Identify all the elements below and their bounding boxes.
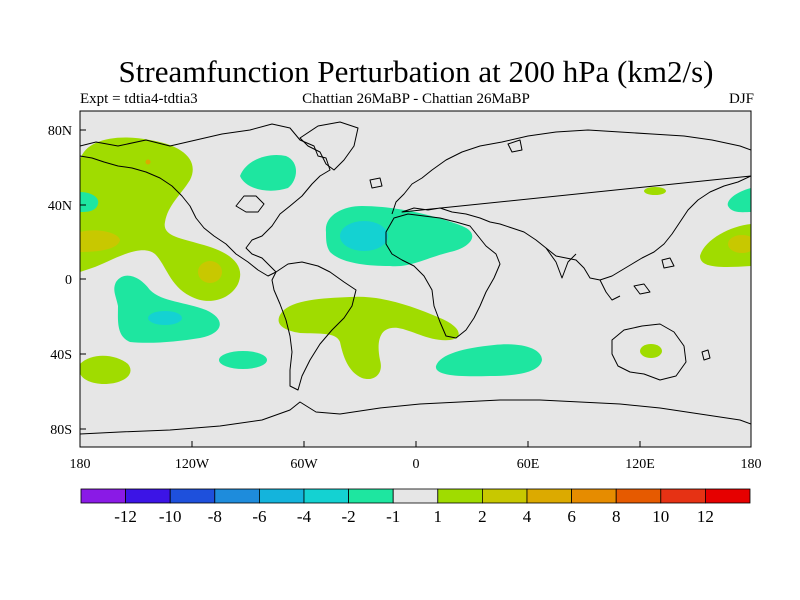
colorbar-label: -2 bbox=[342, 507, 356, 526]
colorbar-swatch bbox=[214, 488, 260, 504]
colorbar-label: 6 bbox=[567, 507, 576, 526]
colorbar-swatch bbox=[303, 488, 349, 504]
colorbar-label: 10 bbox=[652, 507, 669, 526]
negative-region-pacific-edge-east bbox=[727, 188, 751, 213]
longitude-axis: 180 120W 60W 0 60E 120E 180 bbox=[70, 441, 762, 472]
colorbar-swatch bbox=[705, 488, 751, 504]
colorbar-label: -1 bbox=[386, 507, 400, 526]
lon-label-180w: 180 bbox=[70, 457, 91, 472]
colorbar-label: -4 bbox=[297, 507, 312, 526]
positive-core-alaska bbox=[145, 159, 151, 165]
positive-region-west-pacific bbox=[700, 224, 751, 267]
colorbar-label: 4 bbox=[523, 507, 532, 526]
colorbar-label: -6 bbox=[252, 507, 266, 526]
colorbar-label: 1 bbox=[434, 507, 443, 526]
negative-core-north-atlantic bbox=[340, 221, 388, 251]
colorbar: -12 -10 -8 -6 -4 -2 -1 1 2 4 6 8 10 12 bbox=[80, 488, 751, 526]
lon-label-60e: 60E bbox=[517, 457, 540, 472]
negative-region-south-pacific bbox=[114, 275, 220, 343]
positive-region-southeast-pacific bbox=[80, 355, 131, 384]
period-label: Chattian 26MaBP - Chattian 26MaBP bbox=[302, 91, 530, 107]
negative-region-greenland bbox=[240, 154, 296, 191]
contour-fields bbox=[80, 121, 751, 435]
lon-label-120w: 120W bbox=[175, 457, 210, 472]
lat-label-40n: 40N bbox=[48, 199, 72, 214]
positive-core-west-pacific bbox=[728, 235, 751, 253]
lon-label-120e: 120E bbox=[625, 457, 655, 472]
colorbar-swatch bbox=[80, 488, 126, 504]
colorbar-swatch bbox=[526, 488, 572, 504]
colorbar-swatch bbox=[125, 488, 171, 504]
colorbar-label: 12 bbox=[697, 507, 714, 526]
lat-label-eq: 0 bbox=[65, 273, 72, 288]
season-label: DJF bbox=[728, 91, 754, 107]
colorbar-swatch bbox=[481, 488, 528, 504]
positive-region-north-pacific bbox=[80, 137, 241, 301]
lat-label-40s: 40S bbox=[50, 348, 72, 363]
colorbar-swatch bbox=[392, 488, 439, 504]
colorbar-swatch bbox=[169, 488, 216, 504]
colorbar-label: -12 bbox=[114, 507, 137, 526]
positive-region-australia bbox=[640, 344, 662, 358]
lon-label-180e: 180 bbox=[741, 457, 762, 472]
colorbar-label: -8 bbox=[208, 507, 222, 526]
colorbar-swatch bbox=[615, 488, 662, 504]
colorbar-swatch bbox=[437, 488, 483, 504]
colorbar-label: -10 bbox=[159, 507, 182, 526]
positive-core-east-pacific bbox=[198, 261, 222, 283]
latitude-axis: 80N 40N 0 40S 80S bbox=[48, 124, 86, 438]
colorbar-swatch bbox=[258, 488, 305, 504]
experiment-label: Expt = tdtia4-tdtia3 bbox=[80, 91, 198, 107]
colorbar-swatch bbox=[348, 488, 394, 504]
colorbar-label: 2 bbox=[478, 507, 487, 526]
positive-region-south-atlantic bbox=[278, 296, 459, 380]
lon-label-0: 0 bbox=[413, 457, 420, 472]
coastlines bbox=[80, 121, 751, 435]
colorbar-label: 8 bbox=[612, 507, 621, 526]
colorbar-swatch bbox=[571, 488, 617, 504]
negative-region-south-pacific-2 bbox=[219, 351, 267, 369]
negative-region-southern-indian bbox=[435, 344, 542, 377]
positive-region-asia bbox=[644, 187, 666, 195]
colorbar-swatch bbox=[660, 488, 706, 504]
positive-core-pacific-edge bbox=[80, 230, 120, 252]
lon-label-60w: 60W bbox=[290, 457, 318, 472]
lat-label-80n: 80N bbox=[48, 124, 72, 139]
plot-title: Streamfunction Perturbation at 200 hPa (… bbox=[118, 54, 714, 89]
negative-region-pacific-edge-west bbox=[80, 192, 99, 212]
negative-core-south-pacific bbox=[148, 311, 182, 325]
lat-label-80s: 80S bbox=[50, 423, 72, 438]
